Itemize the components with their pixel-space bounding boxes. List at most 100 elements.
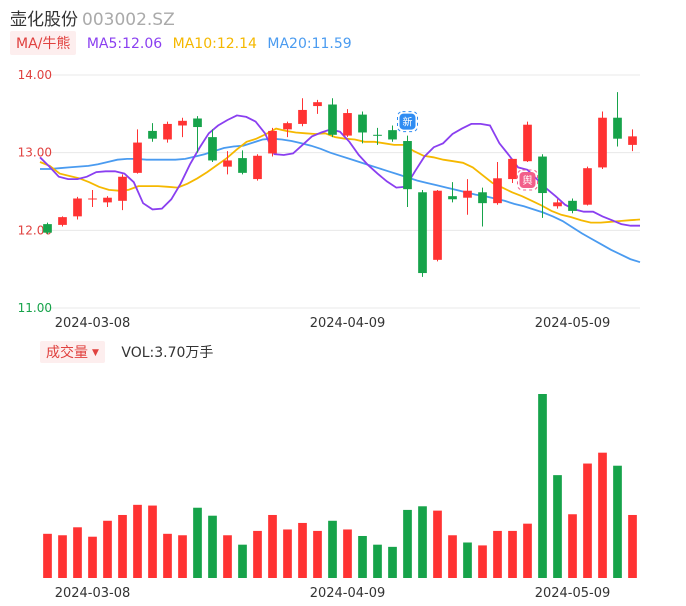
candle-body <box>583 168 592 205</box>
candle-body <box>478 192 487 204</box>
candle-body <box>493 178 502 204</box>
candle-body <box>433 190 442 260</box>
news-icon: 新 <box>397 111 418 133</box>
candle <box>373 127 382 145</box>
stock-name: 壶化股份 <box>10 10 78 30</box>
x-tick-label: 2024-04-09 <box>310 316 386 331</box>
candle-body <box>73 198 82 217</box>
candle-body <box>133 142 142 173</box>
volume-bar <box>583 463 592 578</box>
candle <box>238 150 247 175</box>
candle-body <box>283 123 292 130</box>
volume-bar <box>238 544 247 578</box>
volume-bar <box>253 530 262 578</box>
candle <box>148 123 157 142</box>
candle-body <box>418 192 427 274</box>
candle-body <box>328 104 337 135</box>
candle-body <box>568 200 577 211</box>
price-tick-label: 13.00 <box>18 146 52 160</box>
ma-indicator-button[interactable]: MA/牛熊 <box>10 31 77 55</box>
candle <box>223 151 232 175</box>
candle-body <box>208 137 217 161</box>
x-tick-label: 2024-05-09 <box>535 586 611 601</box>
volume-bar <box>43 533 52 578</box>
x-tick-label: 2024-04-09 <box>310 586 386 601</box>
volume-bar <box>448 535 457 578</box>
candle <box>418 189 427 277</box>
candle <box>313 99 322 114</box>
volume-bar <box>328 520 337 578</box>
candle <box>538 154 547 218</box>
price-x-axis: 2024-03-08 2024-04-09 2024-05-09 <box>55 316 611 331</box>
volume-bar <box>433 510 442 578</box>
candle-body <box>523 124 532 162</box>
volume-bar <box>418 506 427 578</box>
candle-body <box>448 196 457 200</box>
candle <box>478 187 487 227</box>
candle <box>178 117 187 138</box>
ma20-series <box>40 137 641 264</box>
volume-bar <box>568 514 577 578</box>
volume-bar <box>373 544 382 578</box>
volume-bar <box>88 536 97 578</box>
volume-value: VOL:3.70万手 <box>121 345 214 361</box>
volume-bar <box>403 509 412 578</box>
candle-body <box>613 117 622 139</box>
candle-body <box>88 198 97 200</box>
candle-body <box>163 123 172 140</box>
volume-bar <box>343 529 352 578</box>
candle <box>163 121 172 143</box>
event-markers: 新舆 <box>397 111 538 191</box>
candle <box>433 189 442 262</box>
candle <box>268 127 277 157</box>
x-tick-label: 2024-03-08 <box>55 316 131 331</box>
volume-indicator-label: 成交量 <box>46 345 88 361</box>
volume-legend: 成交量 ▼ VOL:3.70万手 <box>40 341 213 363</box>
volume-bar <box>223 535 232 578</box>
candle-body <box>388 130 397 140</box>
volume-bar <box>178 535 187 578</box>
candle <box>343 109 352 138</box>
volume-bar <box>598 452 607 578</box>
volume-indicator-button[interactable]: 成交量 ▼ <box>40 341 105 363</box>
candle-body <box>118 176 127 201</box>
candle <box>253 154 262 181</box>
candle-body <box>193 118 202 128</box>
candle <box>568 198 577 214</box>
candle-body <box>403 141 412 190</box>
volume-bar <box>163 533 172 578</box>
candle <box>583 166 592 206</box>
volume-bar <box>133 504 142 578</box>
ma10-legend: MA10:12.14 <box>172 36 257 52</box>
candle-body <box>598 117 607 168</box>
triangle-down-icon: ▼ <box>92 348 99 358</box>
volume-bar <box>628 514 637 578</box>
candle <box>598 111 607 169</box>
candle-body <box>253 155 262 180</box>
volume-bar <box>313 530 322 578</box>
candle <box>208 129 217 162</box>
volume-bar <box>463 542 472 578</box>
candle-body <box>298 109 307 124</box>
stock-code: 003002.SZ <box>82 10 175 30</box>
ma20-legend: MA20:11.59 <box>267 36 352 52</box>
ma20-line <box>40 137 641 264</box>
marker-label: 新 <box>403 116 413 129</box>
candle <box>628 129 637 152</box>
ma10-series <box>39 127 641 224</box>
candle <box>133 129 142 174</box>
candle <box>193 116 202 153</box>
candle-body <box>43 224 52 233</box>
volume-bar <box>73 527 82 578</box>
candle-body <box>238 158 247 173</box>
x-tick-label: 2024-03-08 <box>55 586 131 601</box>
volume-bar <box>523 523 532 578</box>
candle <box>88 189 97 208</box>
volume-x-axis: 2024-03-08 2024-04-09 2024-05-09 <box>55 586 611 601</box>
candle <box>388 125 397 142</box>
marker-label: 舆 <box>523 174 533 187</box>
price-tick-label: 11.00 <box>18 301 52 315</box>
volume-bar <box>493 530 502 578</box>
candle-body <box>343 113 352 136</box>
candle <box>493 161 502 205</box>
